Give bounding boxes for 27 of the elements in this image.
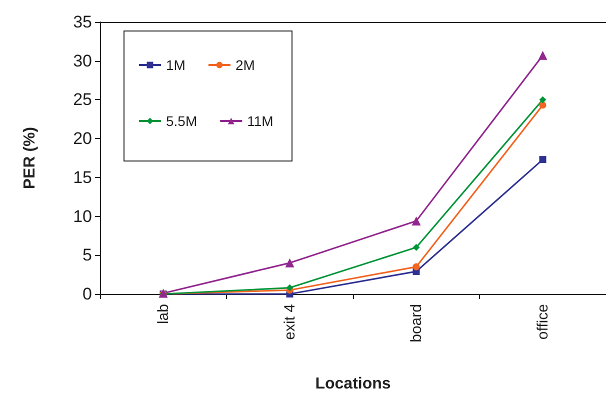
y-tick-label: 30 bbox=[73, 51, 92, 70]
point bbox=[539, 102, 546, 109]
point bbox=[286, 284, 294, 292]
y-tick-label: 20 bbox=[73, 129, 92, 148]
y-tick-label: 25 bbox=[73, 90, 92, 110]
point bbox=[412, 216, 421, 226]
x-tick-label: exit 4 bbox=[281, 304, 298, 340]
point bbox=[412, 263, 420, 270]
x-tick-label: board bbox=[408, 304, 425, 342]
point bbox=[539, 156, 546, 164]
y-tick-label: 10 bbox=[73, 206, 92, 226]
legend-label: 1M bbox=[166, 57, 186, 73]
y-tick-label: 15 bbox=[73, 168, 92, 187]
point bbox=[538, 50, 548, 60]
point bbox=[285, 258, 294, 268]
legend-label: 5.5M bbox=[166, 113, 198, 129]
y-tick-label: 35 bbox=[73, 12, 92, 32]
point bbox=[412, 244, 420, 251]
x-tick-label: office bbox=[534, 304, 552, 340]
x-axis-title: Locations bbox=[315, 376, 391, 392]
y-tick-label: 0 bbox=[82, 284, 92, 304]
legend-label: 2M bbox=[235, 57, 255, 73]
y-tick-label: 5 bbox=[82, 246, 92, 265]
x-tick-label: lab bbox=[154, 304, 172, 324]
y-axis-title: PER (%) bbox=[22, 126, 38, 190]
point bbox=[539, 96, 546, 104]
legend-label: 11M bbox=[247, 113, 274, 129]
